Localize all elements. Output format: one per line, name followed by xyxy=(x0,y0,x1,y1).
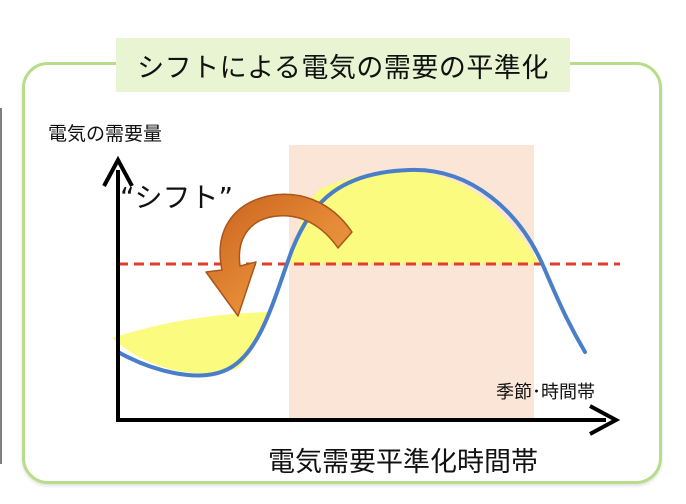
shift-arrow xyxy=(205,193,353,317)
y-axis-label: 電気の需要量 xyxy=(48,123,163,145)
peak-demand-area xyxy=(290,171,540,264)
levelling-period-label: 電気需要平準化時間帯 xyxy=(268,447,538,478)
diagram-title: シフトによる電気の需要の平準化 xyxy=(116,38,570,92)
x-axis-label: 季節･時間帯 xyxy=(496,382,595,403)
shift-label: “シフト” xyxy=(120,181,234,214)
demand-curve xyxy=(116,167,587,378)
left-edge-line xyxy=(0,108,2,464)
shifted-demand-area xyxy=(112,312,268,374)
x-axis xyxy=(116,404,621,436)
y-axis xyxy=(102,155,134,420)
